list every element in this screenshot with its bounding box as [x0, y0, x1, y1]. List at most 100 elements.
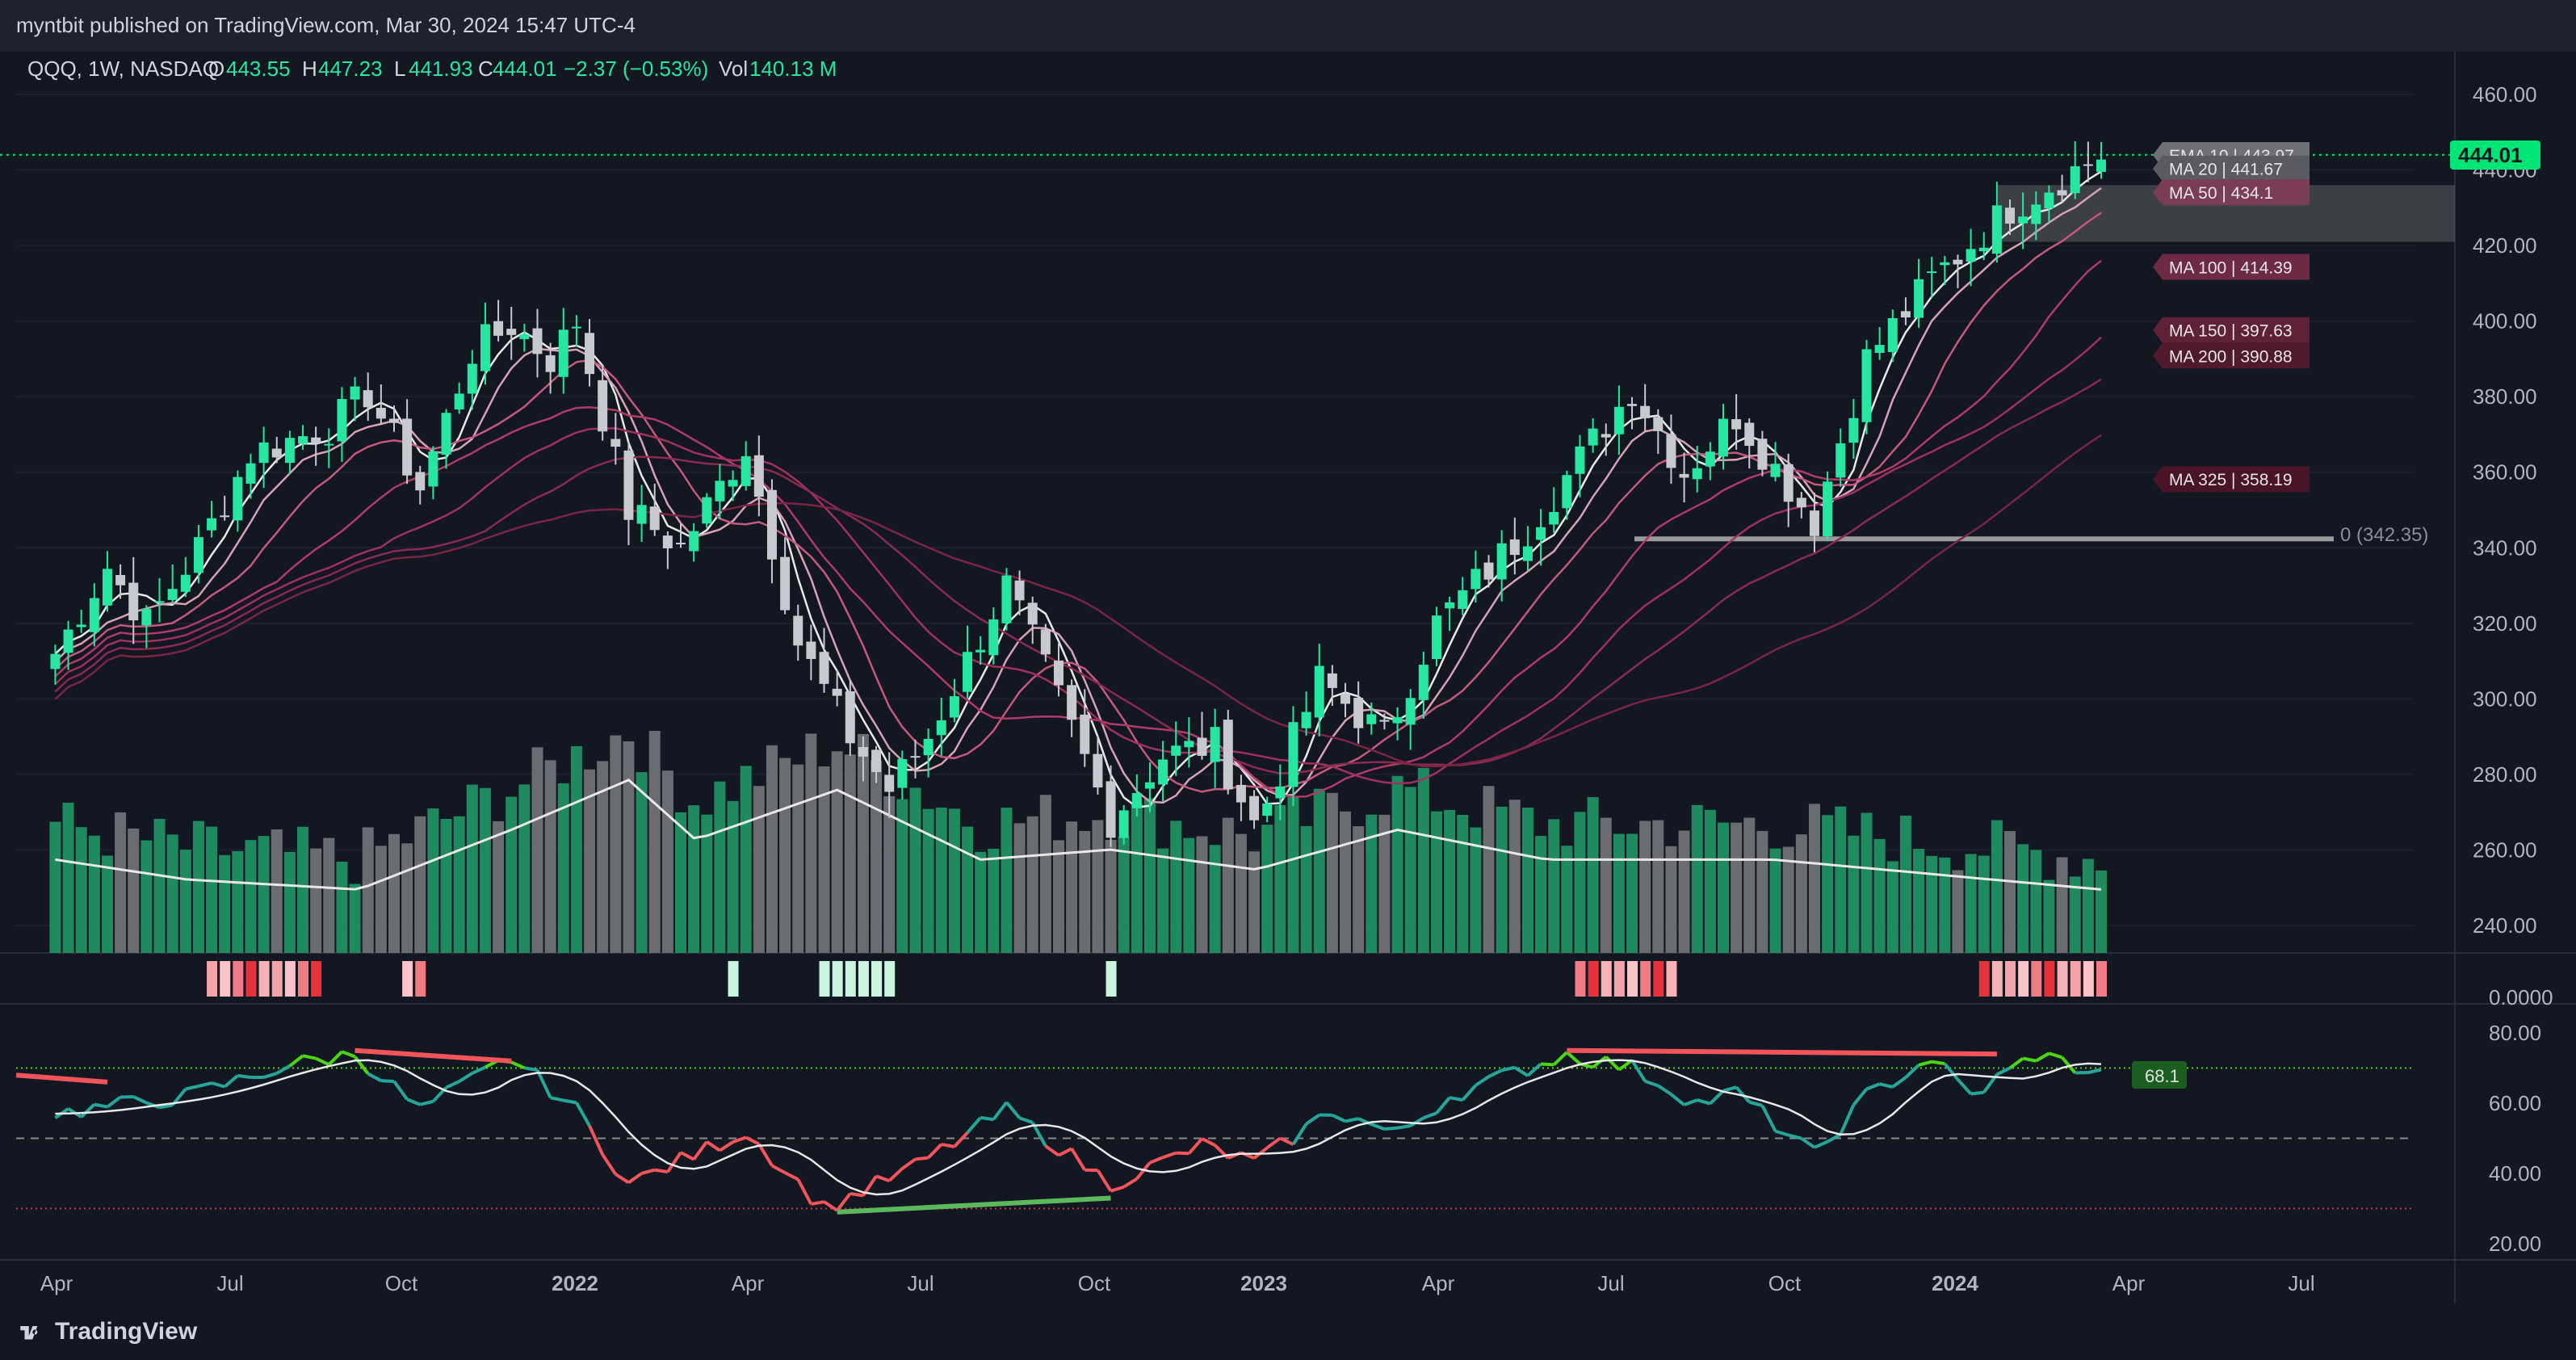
rsi-segment: [458, 1072, 473, 1083]
volume-bar: [1548, 819, 1560, 953]
volume-bar: [1769, 848, 1781, 953]
volume-bar: [49, 821, 61, 953]
signal-cell-green: [1105, 961, 1117, 997]
legend-open: 443.55: [226, 57, 291, 81]
volume-bar: [1157, 848, 1169, 953]
rsi-segment: [1852, 1088, 1869, 1106]
rsi-segment: [1070, 1148, 1086, 1171]
rsi-segment: [1201, 1137, 1216, 1147]
time-axis-label: Jul: [907, 1271, 933, 1295]
moving-average-line: [54, 336, 2102, 785]
volume-bar: [1952, 870, 1964, 953]
volume-bar: [2004, 831, 2016, 953]
candle-body: [545, 355, 556, 372]
time-axis-label: 2024: [1932, 1271, 1978, 1295]
rsi-segment: [654, 1168, 669, 1174]
rsi-segment: [680, 1151, 695, 1161]
rsi-segment: [575, 1102, 591, 1127]
rsi-axis-tick: 40.00: [2489, 1161, 2541, 1186]
candle-body: [1809, 510, 1819, 536]
rsi-segment: [1291, 1123, 1308, 1146]
rsi-segment: [198, 1081, 212, 1088]
rsi-segment: [392, 1080, 409, 1101]
volume-bar: [1143, 798, 1156, 953]
volume-bar: [1326, 792, 1338, 953]
candle-body: [858, 747, 868, 757]
legend-open-label: O: [208, 57, 224, 81]
rsi-segment: [1827, 1132, 1842, 1144]
volume-bar: [1743, 817, 1756, 953]
rsi-segment: [1657, 1084, 1672, 1096]
rsi-segment: [1709, 1089, 1725, 1106]
rsi-segment: [2048, 1051, 2063, 1060]
chart-area[interactable]: 460.00440.00420.00400.00380.00360.00340.…: [0, 52, 2576, 1303]
candle-body: [963, 652, 973, 692]
candle-body: [506, 329, 517, 335]
rsi-segment: [535, 1069, 552, 1098]
volume-bar: [2082, 858, 2094, 953]
volume-bar: [506, 796, 518, 953]
volume-bar: [2095, 870, 2107, 953]
candle-body: [1613, 406, 1624, 434]
rsi-segment: [1409, 1116, 1424, 1127]
rsi-segment: [80, 1103, 96, 1119]
rsi-segment: [2087, 1068, 2102, 1075]
volume-bar: [1665, 846, 1677, 953]
signal-cell-red: [1640, 961, 1651, 997]
candle-body: [1171, 745, 1181, 756]
volume-bar: [857, 733, 869, 953]
volume-bar: [1261, 825, 1273, 953]
rsi-axis-tick: 60.00: [2489, 1091, 2541, 1115]
ma-label-tag: [2153, 466, 2310, 493]
candle-body: [1627, 404, 1638, 406]
rsi-segment: [132, 1095, 148, 1105]
rsi-segment: [1176, 1151, 1189, 1156]
volume-bar: [219, 854, 231, 953]
signal-cell-red: [258, 961, 270, 997]
candle-body: [766, 489, 777, 560]
volume-bar: [636, 772, 648, 953]
candle-body: [63, 629, 73, 653]
signal-cell-red: [207, 961, 218, 997]
rsi-segment: [784, 1171, 799, 1182]
rsi-segment: [1774, 1129, 1789, 1137]
rsi-segment: [706, 1140, 721, 1152]
volume-bar: [1678, 830, 1690, 953]
rsi-segment: [980, 1115, 994, 1122]
volume-bar: [1731, 822, 1743, 953]
signal-cell-green: [832, 961, 843, 997]
ma-label-tag: [2153, 342, 2310, 369]
volume-bar: [701, 814, 713, 953]
ma-label-text: MA 325 | 358.19: [2169, 471, 2293, 489]
volume-bar: [1470, 827, 1482, 953]
candle-body: [1601, 434, 1611, 438]
candle-body: [115, 575, 126, 586]
candle-body: [1783, 464, 1794, 502]
rsi-segment: [263, 1072, 278, 1079]
signal-cell-red: [1601, 961, 1612, 997]
volume-bar: [1196, 836, 1208, 953]
candle-body: [1105, 781, 1116, 838]
candle-body: [1744, 422, 1755, 447]
legend-low: 441.93: [409, 57, 473, 81]
candle-body: [1327, 673, 1337, 688]
time-axis-label: Jul: [1597, 1271, 1624, 1295]
candle-body: [1445, 602, 1455, 609]
volume-bar: [1483, 786, 1495, 953]
volume-bar: [1795, 834, 1807, 953]
signal-cell-red: [415, 961, 426, 997]
volume-bar: [1183, 837, 1195, 953]
candle-body: [141, 609, 152, 626]
candle-body: [2031, 204, 2041, 225]
candle-body: [1796, 497, 1806, 508]
rsi-value-tag: [2132, 1061, 2187, 1089]
candle-body: [1874, 345, 1885, 353]
rsi-segment: [992, 1101, 1009, 1121]
volume-bar: [1118, 836, 1130, 953]
candle-body: [923, 738, 933, 756]
volume-bar: [1965, 854, 1977, 953]
rsi-segment: [796, 1178, 813, 1205]
candle-body: [1848, 418, 1859, 443]
time-axis-label: Jul: [2288, 1271, 2314, 1295]
signal-cell-red: [2057, 961, 2068, 997]
